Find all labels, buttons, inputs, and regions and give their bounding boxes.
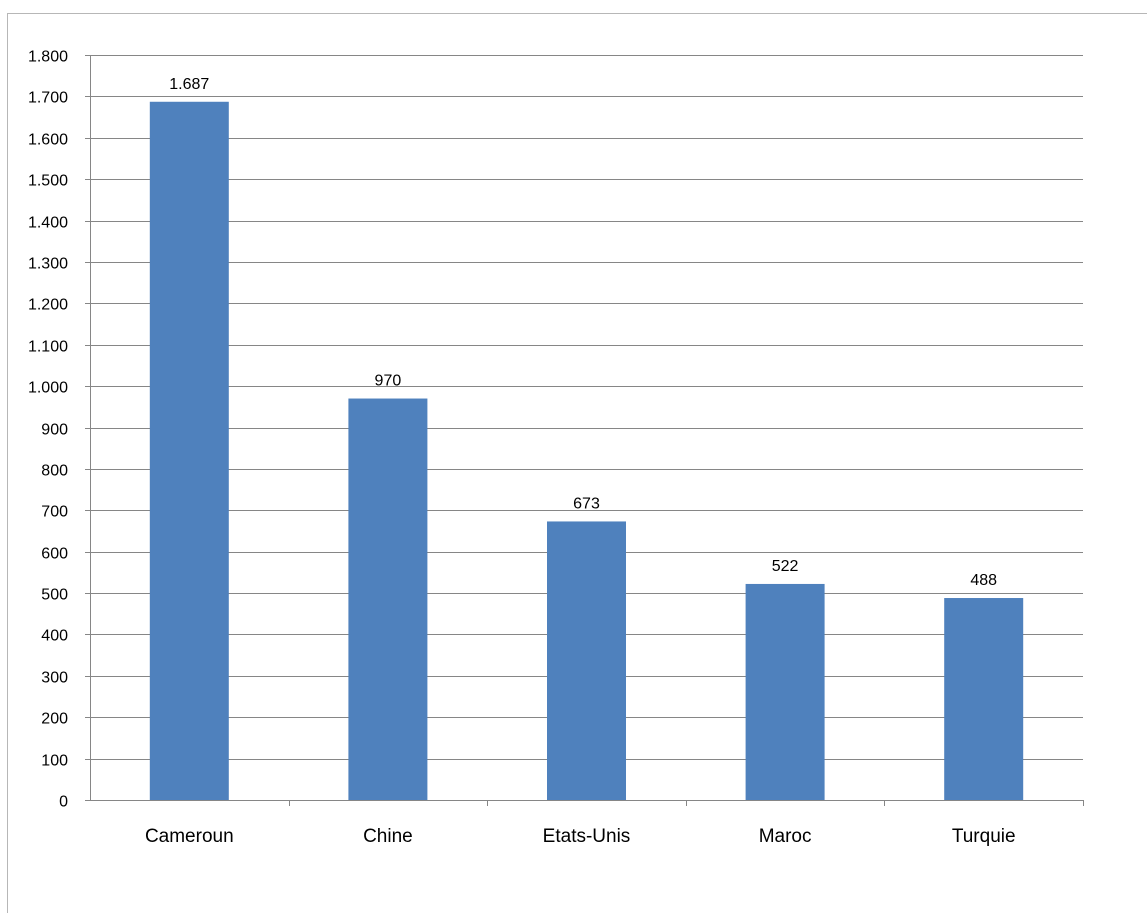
y-tick-label: 1.200: [28, 297, 68, 314]
category-label: Maroc: [759, 826, 812, 847]
y-tick-label: 800: [41, 463, 68, 480]
y-tick-label: 1.100: [28, 339, 68, 356]
y-tick-label: 500: [41, 587, 68, 604]
y-tick-label: 300: [41, 670, 68, 687]
chart-frame: [7, 13, 1147, 913]
category-label: Chine: [363, 826, 413, 847]
y-tick-label: 0: [59, 794, 68, 811]
category-label: Etats-Unis: [543, 826, 631, 847]
data-label: 970: [375, 373, 402, 390]
y-tick-label: 1.300: [28, 256, 68, 273]
y-tick-label: 1.500: [28, 173, 68, 190]
data-label: 1.687: [169, 76, 209, 93]
category-label: Turquie: [952, 826, 1016, 847]
bar-cameroun: [149, 101, 229, 800]
x-axis: [90, 55, 1084, 806]
bar-maroc: [745, 583, 825, 800]
y-tick-label: 1.700: [28, 90, 68, 107]
y-tick-label: 100: [41, 753, 68, 770]
bar-etats-unis: [547, 521, 626, 800]
bar-chine: [348, 398, 428, 800]
y-tick-label: 900: [41, 422, 68, 439]
bar-turquie: [944, 598, 1024, 800]
y-tick-label: 1.600: [28, 132, 68, 149]
y-tick-label: 1.800: [28, 49, 68, 66]
y-tick-label: 1.400: [28, 215, 68, 232]
data-label: 522: [772, 558, 799, 575]
y-tick-label: 400: [41, 628, 68, 645]
y-tick-label: 200: [41, 711, 68, 728]
bars: [149, 101, 1024, 800]
data-label: 673: [573, 495, 600, 512]
category-label: Cameroun: [145, 826, 234, 847]
x-axis-category-labels: Cameroun Chine Etats-Unis Maroc Turquie: [145, 826, 1016, 847]
data-labels: 1.687 970 673 522 488: [169, 76, 997, 589]
y-axis-tick-labels: 0 100 200 300 400 500 600 700 800 900 1.000 1.100 1.…: [28, 49, 68, 811]
y-tick-label: 1.000: [28, 380, 68, 397]
data-label: 488: [970, 572, 997, 589]
y-tick-label: 700: [41, 504, 68, 521]
y-tick-label: 600: [41, 546, 68, 563]
